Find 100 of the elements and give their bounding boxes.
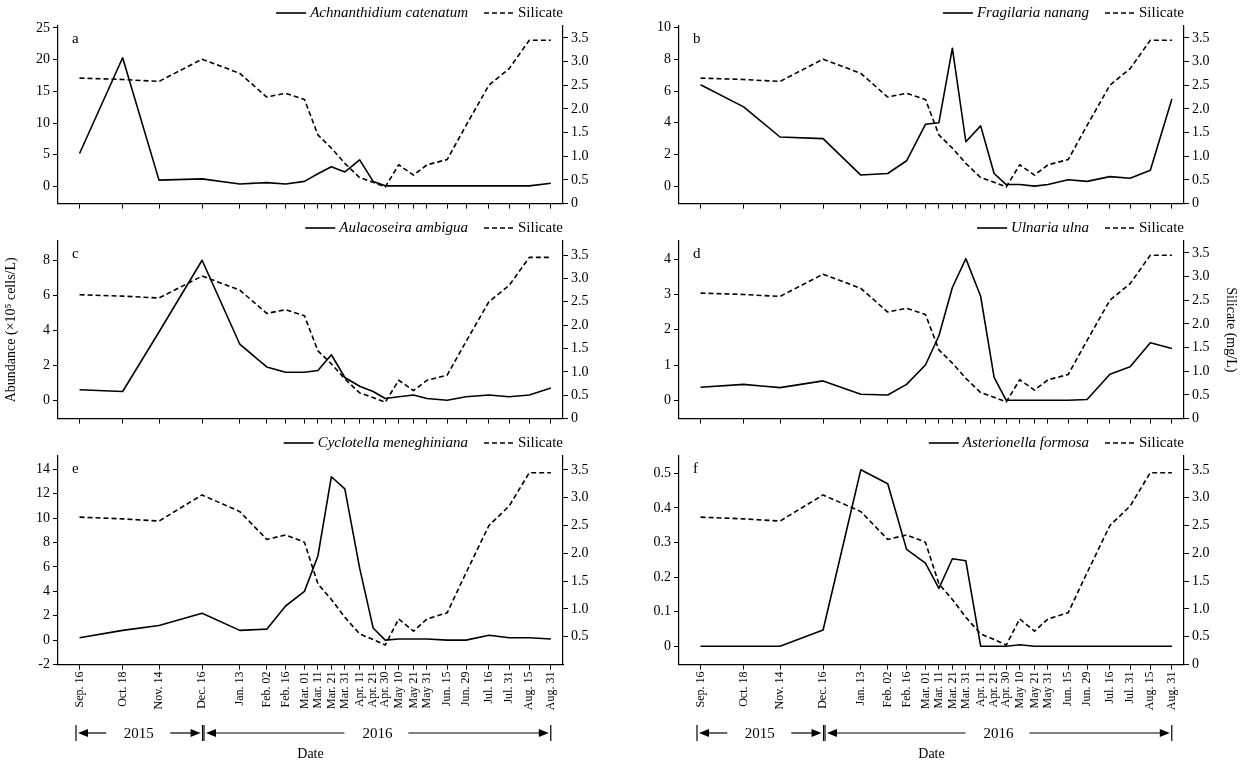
y-tick-label: 2	[43, 356, 50, 372]
legend-label: Fragilaria nanang	[975, 3, 1090, 20]
y-tick-label: 2	[664, 146, 671, 162]
y2-tick-label: 0.5	[571, 386, 589, 402]
y2-tick-label: 1.0	[571, 600, 589, 616]
y-tick-label: 14	[36, 461, 50, 477]
y-tick-label: 8	[43, 251, 50, 267]
y-tick-label: 1	[664, 356, 671, 372]
annotation: d	[693, 245, 701, 262]
y2-tick-label: 1.5	[571, 124, 589, 140]
y2-tick-label: 2.5	[1192, 517, 1210, 533]
y-tick-label: 4	[43, 321, 50, 337]
y2-tick-label: 2.0	[1192, 315, 1210, 331]
y2-tick-label: 1.0	[571, 363, 589, 379]
annotation: f	[693, 460, 698, 477]
x-tick-label: Jul. 31	[1122, 671, 1137, 704]
y-tick-label: 0.4	[653, 499, 671, 515]
y-tick-label: 8	[43, 534, 50, 550]
y-tick-label: 0	[664, 391, 671, 407]
y2-tick-label: 1.5	[571, 340, 589, 356]
x-tick-label: May 10	[390, 671, 405, 709]
y-tick-label: 5	[43, 146, 50, 162]
y2-tick-label: 0.5	[571, 171, 589, 187]
x-tick-label: Mar. 31	[337, 671, 351, 709]
y2-tick-label: 1.5	[571, 572, 589, 588]
x-tick-label: Oct. 18	[114, 671, 129, 707]
y2-tick-label: 2.0	[1192, 100, 1210, 116]
y2-tick-label: 2.0	[571, 316, 589, 332]
y2-tick-label: 3.0	[571, 270, 589, 286]
x-tick-label: Aug. 15	[521, 671, 536, 711]
y2-tick-label: 1.0	[1192, 362, 1210, 378]
y-tick-label: 0	[43, 391, 50, 407]
y2-tick-label: 1.5	[1192, 339, 1210, 355]
y-tick-label: 0.1	[653, 603, 671, 619]
y2-tick-label: 3.5	[571, 246, 589, 262]
y2-tick-label: 1.0	[571, 147, 589, 163]
x-tick-label: May 31	[419, 671, 434, 709]
x-tick-label: Jun. 15	[439, 671, 454, 707]
x-tick-label: Apr. 21	[365, 671, 380, 708]
y2-tick-label: 3.5	[571, 461, 589, 477]
x-tick-label: Mar. 01	[917, 671, 932, 709]
x-tick-label: Aug. 15	[1142, 671, 1157, 711]
y2-tick-label: 0	[1192, 410, 1199, 426]
x-tick-label: Sep. 16	[692, 671, 707, 708]
annotation: e	[72, 460, 79, 477]
x-tick-label: Jul. 16	[481, 671, 496, 704]
x-tick-label: Dec. 16	[815, 671, 830, 709]
y2-tick-label: 2.0	[571, 100, 589, 116]
x-tick-label: Mar. 11	[310, 671, 325, 709]
legend-label: Silicate	[518, 218, 564, 235]
y-tick-label: 0	[43, 631, 50, 647]
y-tick-label: 4	[664, 114, 671, 130]
y2-tick-label: 0.5	[1192, 628, 1210, 644]
text: 2016	[359, 725, 396, 741]
text: 2016	[980, 725, 1017, 741]
x-tick-label: Mar. 21	[944, 671, 959, 709]
x-tick-label: Apr. 21	[986, 671, 1001, 708]
annotation: a	[72, 30, 79, 47]
x-axis-title: Date	[297, 746, 324, 762]
y-tick-label: 10	[36, 114, 50, 130]
y-tick-label: 6	[43, 286, 50, 302]
x-tick-label: Feb. 16	[277, 671, 292, 708]
x-tick-label: May 21	[1026, 671, 1041, 709]
x-tick-label: Mar. 21	[323, 671, 338, 709]
y2-tick-label: 0	[571, 410, 578, 426]
y-tick-label: 2	[43, 607, 50, 623]
y2-tick-label: 2.5	[1192, 76, 1210, 92]
x-tick-label: May 21	[405, 671, 420, 709]
x-tick-label: Jul. 16	[1102, 671, 1117, 704]
text: 2015	[120, 725, 157, 741]
x-tick-label: Mar. 01	[296, 671, 311, 709]
y-tick-label: 0.3	[653, 534, 671, 550]
y2-tick-label: 2.0	[1192, 544, 1210, 560]
x-tick-label: Mar. 31	[958, 671, 972, 709]
y2-tick-label: 0.5	[1192, 386, 1210, 402]
y2-tick-label: 1.0	[1192, 600, 1210, 616]
y-tick-label: 0	[664, 177, 671, 193]
legend-label: Ulnaria ulna	[1011, 218, 1090, 235]
y-tick-label: 15	[36, 83, 50, 98]
y2-tick-label: 2.5	[571, 517, 589, 533]
x-axis-title: Date	[918, 746, 945, 762]
y-tick-label: 10	[36, 509, 50, 525]
x-tick-label: Jun. 29	[1079, 671, 1094, 707]
annotation: b	[693, 30, 701, 47]
x-tick-label: Sep. 16	[71, 671, 86, 708]
x-tick-label: Jan. 13	[231, 671, 246, 706]
x-tick-label: Nov. 14	[772, 671, 787, 710]
y2-tick-label: 3.5	[1192, 244, 1210, 260]
legend-label: Achnanthidium catenatum	[309, 3, 469, 20]
x-tick-label: Apr. 11	[351, 671, 366, 708]
y-tick-label: -2	[38, 656, 50, 672]
y-tick-label: 12	[36, 485, 50, 501]
y2-tick-label: 2.5	[571, 76, 589, 92]
y2-tick-label: 3.0	[1192, 489, 1210, 505]
y2-tick-label: 3.0	[1192, 53, 1210, 69]
y2-axis-title: Silicate (mg/L)	[1222, 287, 1239, 373]
y-tick-label: 10	[657, 19, 671, 35]
y2-tick-label: 0.5	[1192, 171, 1210, 187]
x-tick-label: Jun. 29	[458, 671, 473, 707]
x-tick-label: Mar. 11	[931, 671, 946, 709]
